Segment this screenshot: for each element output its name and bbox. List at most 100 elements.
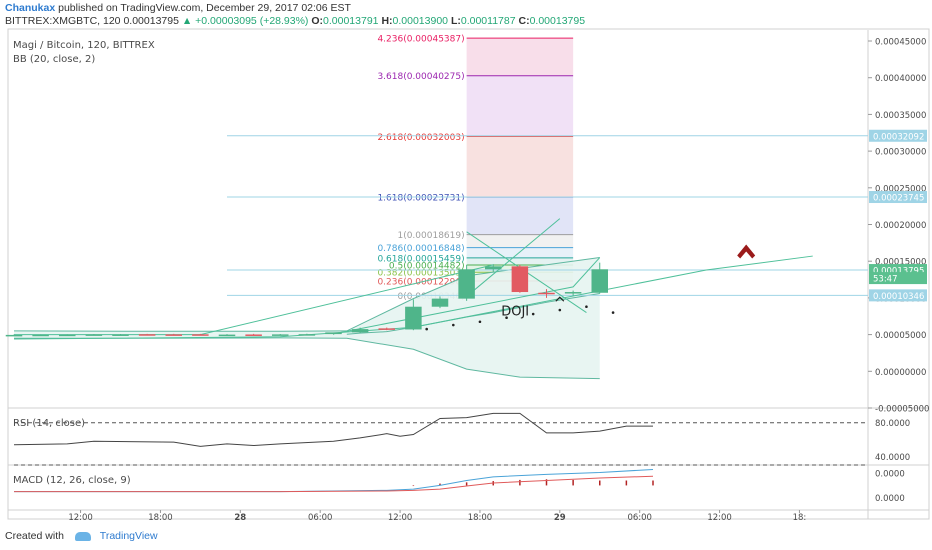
candle-body[interactable] [138, 334, 156, 336]
rsi-axis-label: 80.0000 [875, 419, 910, 429]
price-axis-label: 0.00015000 [875, 258, 926, 268]
doji-annotation[interactable]: DOJI [501, 305, 529, 320]
fib-zone [466, 197, 574, 235]
time-axis-label: 18:00 [148, 513, 173, 523]
candle-body[interactable] [112, 334, 129, 336]
fib-level-label[interactable]: 1(0.00018619) [397, 231, 464, 241]
rsi-line[interactable] [13, 412, 653, 447]
fib-level-label[interactable]: 0.786(0.00016848) [377, 244, 464, 254]
chart-title: Magi / Bitcoin, 120, BITTREX [13, 40, 155, 51]
symbol-quote-line: BITTREX:XMGBTC, 120 0.00013795 ▲ +0.0000… [5, 15, 585, 27]
price-axis-label: 0.00035000 [875, 111, 926, 121]
time-axis[interactable]: 12:00 18:00 28 06:00 12:00 18:00 29 06:00 12:00 1… [8, 509, 929, 523]
macd-axis-label: 0.0000 [875, 470, 905, 480]
candle-body[interactable] [325, 332, 342, 335]
price-change: ▲ +0.00003095 (+28.93%) [181, 15, 309, 27]
price-axis-label: 0.00045000 [875, 38, 926, 48]
rsi-pane[interactable]: 80.0000 40.0000 [8, 412, 929, 466]
close-label: C: [518, 15, 530, 27]
time-axis-label: 06:00 [627, 513, 652, 523]
price-axis-label: 0.00040000 [875, 74, 926, 84]
dot-marker [478, 320, 482, 324]
close-value: 0.00013795 [529, 15, 586, 27]
fib-zone [466, 136, 574, 198]
macd-signal-line[interactable] [14, 475, 654, 493]
time-axis-label: 12:00 [707, 513, 732, 523]
trend-line[interactable] [466, 218, 561, 297]
macd-axis-label: 0.0000 [875, 494, 905, 504]
fib-level-label[interactable]: 1.618(0.00023731) [377, 194, 464, 204]
publish-info: Chanukax published on TradingView.com, D… [5, 2, 351, 14]
price-label-text: 0.00013795 [873, 267, 924, 277]
fib-zone [466, 234, 574, 248]
rsi-title: RSI (14, close) [13, 418, 85, 429]
candle-body[interactable] [192, 334, 209, 336]
published-text: published on TradingView.com, December 2… [58, 2, 351, 14]
bollinger-band-fill [14, 257, 600, 379]
price-axis-label: 0.00020000 [875, 221, 926, 231]
low-label: L: [450, 15, 461, 27]
fib-zone [466, 247, 574, 258]
fib-level-label[interactable]: 2.618(0.00032003) [377, 133, 464, 143]
fib-level-label[interactable]: 0.618(0.00015459) [377, 254, 464, 264]
candle-body[interactable] [564, 292, 582, 294]
dot-marker [611, 311, 615, 314]
tradingview-logo-icon [74, 531, 91, 541]
candle-body[interactable] [351, 329, 369, 333]
fib-level-label[interactable]: 0.382(0.00013503) [377, 269, 464, 279]
fib-level-label[interactable]: 0.5(0.00014482) [389, 262, 465, 272]
fib-zone [466, 38, 574, 76]
bollinger-label: BB (20, close, 2) [13, 54, 95, 65]
candle-body[interactable] [58, 334, 76, 337]
price-label-bg [869, 191, 927, 204]
high-value: 0.00013900 [392, 15, 449, 27]
candle-body[interactable] [218, 334, 236, 337]
time-axis-label: 18:00 [468, 513, 493, 523]
candle-body[interactable] [32, 334, 49, 337]
candle-body[interactable] [85, 334, 103, 336]
fib-zone [466, 75, 574, 137]
time-axis-label: 28 [234, 513, 246, 523]
candle-body[interactable] [5, 334, 23, 337]
candle-body[interactable] [484, 266, 502, 270]
candle-body[interactable] [538, 292, 555, 295]
dot-marker [452, 323, 455, 327]
price-label-text: 0.00010346 [873, 292, 924, 302]
dot-marker [585, 305, 588, 309]
candle-body[interactable] [298, 334, 316, 336]
rsi-axis-label: 40.0000 [875, 453, 910, 463]
candle-body[interactable] [458, 269, 475, 299]
tradingview-brand[interactable]: TradingView [99, 530, 158, 542]
price-label-text: 0.00023745 [873, 194, 924, 204]
fib-zone [466, 257, 574, 266]
time-axis-label: 12:00 [68, 513, 93, 523]
price-label-bg [869, 289, 927, 302]
candle-body[interactable] [378, 328, 396, 330]
time-axis-label: 12:00 [388, 513, 413, 523]
candle-body[interactable] [405, 306, 422, 330]
open-label: O: [311, 15, 324, 27]
price-label-bg [869, 272, 927, 285]
main-pane[interactable]: 0.00045000 0.00040000 0.00035000 0.00030000… [5, 30, 930, 519]
open-value: 0.00013791 [323, 15, 379, 27]
candle-body[interactable] [245, 334, 262, 336]
candle-body[interactable] [271, 334, 289, 336]
price-axis-label: -0.00005000 [875, 405, 929, 415]
candle-body[interactable] [431, 298, 449, 307]
dot-marker [505, 316, 508, 320]
up-arrow-icon[interactable] [737, 244, 756, 259]
time-axis-label: 18: [793, 513, 807, 523]
candle-body[interactable] [591, 269, 609, 293]
candle-body[interactable] [165, 334, 183, 336]
author-name[interactable]: Chanukax [5, 2, 56, 14]
fib-level-label[interactable]: 3.618(0.00040275) [377, 72, 464, 82]
fib-level-label[interactable]: 4.236(0.00045387) [377, 35, 464, 45]
candle-body[interactable] [511, 266, 529, 293]
price-label-text: 0.00032092 [873, 132, 924, 142]
macd-pane[interactable]: 0.0000 0.0000 [14, 468, 905, 504]
created-with-text: Created with [5, 530, 64, 542]
dot-marker [558, 308, 562, 312]
footer: Created with TradingView [5, 530, 158, 542]
